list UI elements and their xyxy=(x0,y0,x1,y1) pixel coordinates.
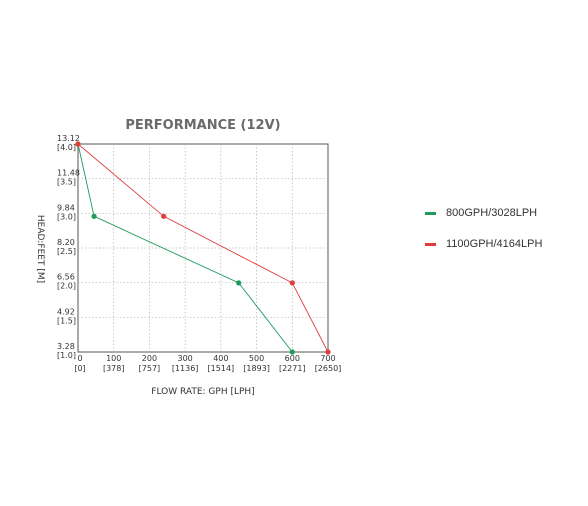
x-tick-sublabel: [1136] xyxy=(172,364,199,373)
x-tick-label: 0 xyxy=(77,354,82,363)
y-tick-label: 11.48 xyxy=(57,169,80,178)
series-line-1100gph xyxy=(77,143,329,353)
data-point-800gph xyxy=(91,213,97,219)
series-line-800gph xyxy=(77,143,293,353)
legend-swatch-800gph xyxy=(425,212,436,215)
y-tick-sublabel: [1.0] xyxy=(57,351,76,360)
legend-label-800gph: 800GPH/3028LPH xyxy=(446,207,538,219)
legend-swatch-1100gph xyxy=(425,243,436,246)
x-tick-label: 400 xyxy=(213,354,228,363)
chart-grid xyxy=(77,143,329,353)
chart-series xyxy=(75,141,331,355)
y-axis-label: HEAD:FEET [M] xyxy=(35,215,45,283)
data-point-1100gph xyxy=(289,280,295,286)
y-tick-sublabel: [3.5] xyxy=(57,178,76,187)
x-tick-label: 700 xyxy=(320,354,335,363)
y-tick-label: 3.28 xyxy=(57,342,75,351)
x-tick-label: 600 xyxy=(285,354,300,363)
x-tick-label: 100 xyxy=(106,354,121,363)
data-point-1100gph xyxy=(161,213,167,219)
y-tick-sublabel: [3.0] xyxy=(57,212,76,221)
x-tick-sublabel: [2650] xyxy=(315,364,342,373)
data-point-1100gph xyxy=(325,349,331,355)
y-tick-sublabel: [4.0] xyxy=(57,143,76,152)
y-tick-label: 6.56 xyxy=(57,273,75,282)
legend-label-1100gph: 1100GPH/4164LPH xyxy=(446,238,543,250)
x-tick-sublabel: [1893] xyxy=(243,364,270,373)
x-tick-label: 300 xyxy=(178,354,193,363)
y-tick-sublabel: [2.5] xyxy=(57,247,76,256)
y-tick-label: 8.20 xyxy=(57,238,75,247)
x-tick-sublabel: [1514] xyxy=(208,364,235,373)
y-tick-label: 4.92 xyxy=(57,307,75,316)
x-tick-sublabel: [2271] xyxy=(279,364,306,373)
y-tick-sublabel: [1.5] xyxy=(57,316,76,325)
y-tick-label: 9.84 xyxy=(57,203,75,212)
data-point-1100gph xyxy=(75,141,81,147)
data-point-800gph xyxy=(289,349,295,355)
x-tick-sublabel: [0] xyxy=(74,364,85,373)
y-tick-label: 13.12 xyxy=(57,134,80,143)
y-tick-sublabel: [2.0] xyxy=(57,282,76,291)
x-tick-sublabel: [757] xyxy=(139,364,161,373)
chart-title: PERFORMANCE (12V) xyxy=(125,118,280,133)
data-point-800gph xyxy=(236,280,242,286)
x-tick-label: 500 xyxy=(249,354,264,363)
chart-ticks: 0[0] 100[378] 200[757] 300[1136] 400[1514] 50… xyxy=(57,134,341,373)
x-axis-label: FLOW RATE: GPH [LPH] xyxy=(151,387,254,397)
x-tick-sublabel: [378] xyxy=(103,364,125,373)
x-tick-label: 200 xyxy=(142,354,157,363)
